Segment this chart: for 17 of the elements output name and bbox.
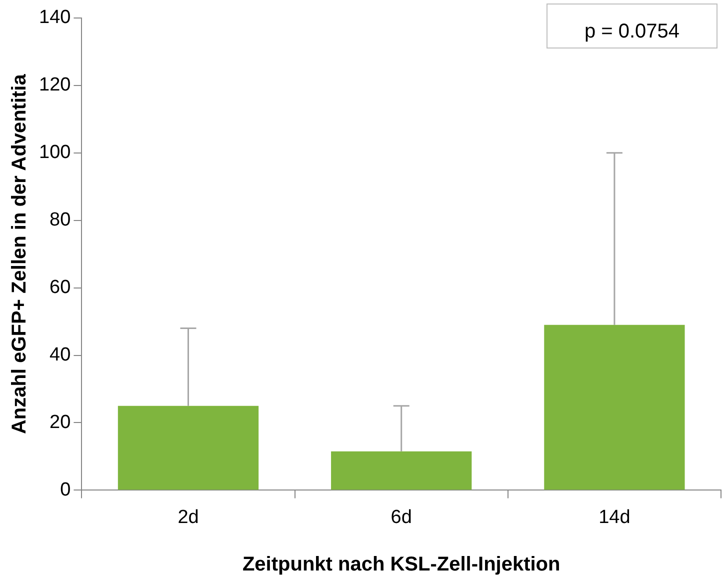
y-tick-label: 140 bbox=[39, 7, 71, 28]
x-axis-title: Zeitpunkt nach KSL-Zell-Injektion bbox=[242, 554, 560, 576]
y-tick-label: 80 bbox=[50, 210, 71, 231]
y-tick-label: 40 bbox=[50, 344, 71, 366]
y-tick-label: 0 bbox=[60, 479, 71, 500]
y-tick-label: 100 bbox=[39, 142, 71, 164]
bar bbox=[331, 451, 472, 490]
y-axis-title: Anzahl eGFP+ Zellen in der Adventitia bbox=[8, 73, 31, 434]
y-tick-label: 60 bbox=[50, 277, 71, 298]
annotation: p = 0.0754 bbox=[584, 20, 680, 43]
y-tick-label: 120 bbox=[39, 74, 71, 96]
x-tick-label: 2d bbox=[178, 506, 199, 528]
bar bbox=[118, 406, 259, 490]
x-tick-label: 14d bbox=[598, 506, 630, 528]
y-tick-label: 20 bbox=[50, 412, 71, 433]
x-tick-label: 6d bbox=[390, 506, 412, 528]
bar bbox=[544, 324, 685, 490]
